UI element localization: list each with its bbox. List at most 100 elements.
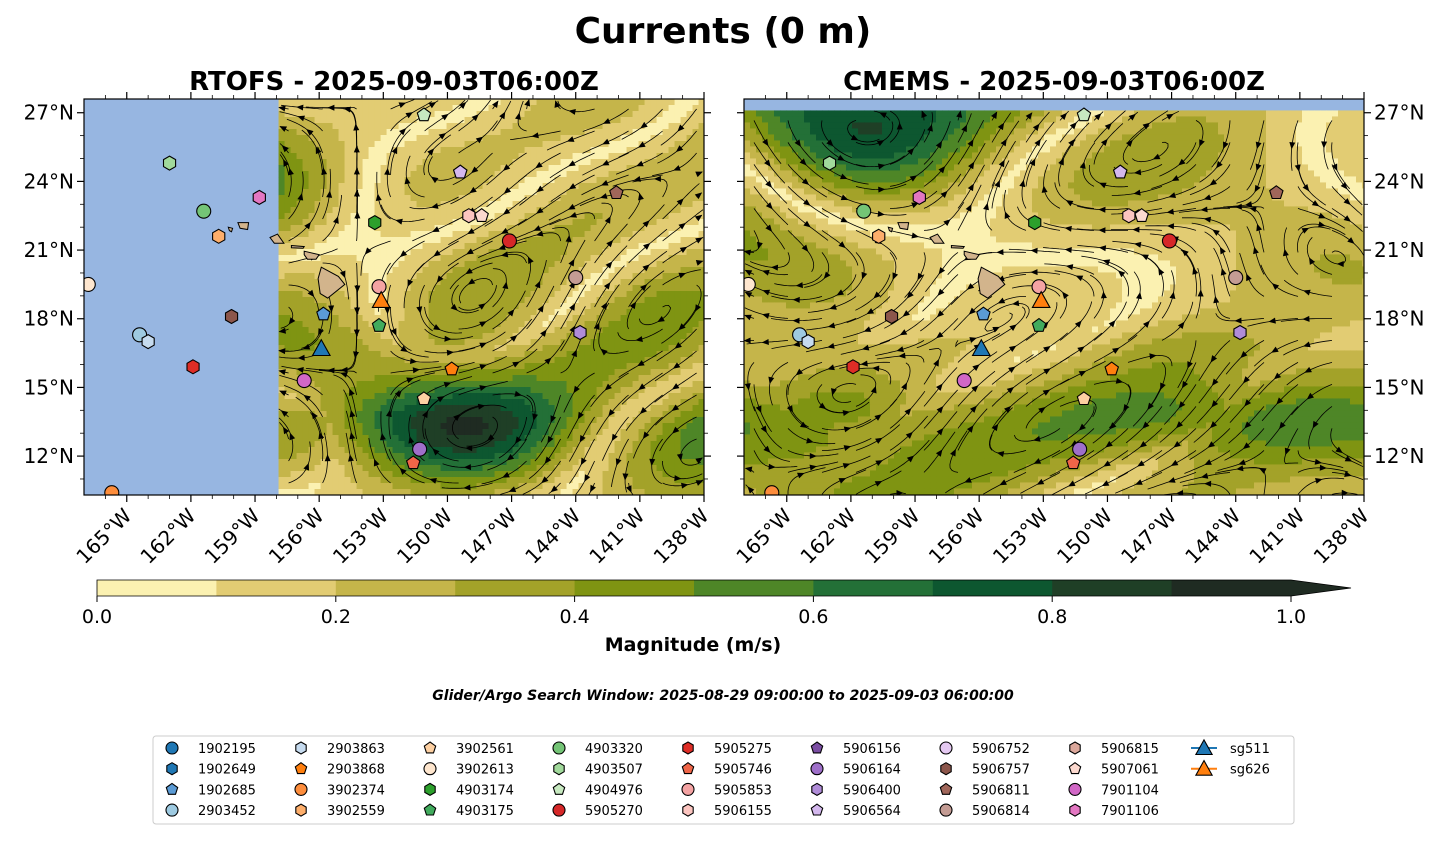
- field-cell: [656, 195, 664, 202]
- field-cell: [668, 297, 676, 304]
- field-cell: [650, 171, 658, 178]
- field-cell: [674, 255, 682, 262]
- field-cell: [290, 363, 298, 370]
- field-cell: [350, 375, 358, 382]
- streamline-arrow: [540, 329, 547, 337]
- field-cell: [692, 351, 700, 358]
- field-cell: [542, 411, 550, 418]
- field-cell: [404, 435, 412, 442]
- field-cell: [458, 345, 466, 352]
- field-cell: [470, 183, 478, 190]
- field-cell: [584, 129, 592, 136]
- field-cell: [602, 213, 610, 220]
- field-cell: [590, 207, 598, 214]
- field-cell: [668, 327, 676, 334]
- field-cell: [350, 369, 358, 376]
- field-cell: [446, 159, 454, 166]
- field-cell: [698, 255, 704, 262]
- field-cell: [500, 225, 508, 232]
- field-cell: [380, 159, 388, 166]
- field-cell: [560, 195, 568, 202]
- field-cell: [680, 369, 688, 376]
- field-cell: [644, 339, 652, 346]
- field-cell: [428, 183, 436, 190]
- field-cell: [314, 177, 322, 184]
- field-cell: [308, 357, 316, 364]
- field-cell: [596, 129, 604, 136]
- field-cell: [464, 423, 472, 430]
- field-cell: [422, 279, 430, 286]
- field-cell: [656, 465, 664, 472]
- field-cell: [476, 429, 484, 436]
- field-cell: [326, 483, 334, 490]
- field-cell: [584, 363, 592, 370]
- field-cell: [434, 159, 442, 166]
- field-cell: [368, 483, 376, 490]
- field-cell: [446, 177, 454, 184]
- streamline-arrow: [407, 279, 414, 287]
- field-cell: [470, 201, 478, 208]
- field-cell: [608, 321, 616, 328]
- field-cell: [446, 147, 454, 154]
- field-cell: [356, 213, 364, 220]
- field-cell: [620, 261, 628, 268]
- field-cell: [674, 99, 682, 106]
- field-cell: [314, 195, 322, 202]
- field-cell: [368, 249, 376, 256]
- field-cell: [470, 321, 478, 328]
- streamline-arrow: [459, 102, 467, 110]
- field-cell: [674, 159, 682, 166]
- field-cell: [398, 351, 406, 358]
- field-cell: [680, 201, 688, 208]
- field-cell: [308, 465, 316, 472]
- field-cell: [668, 291, 676, 298]
- field-cell: [638, 105, 646, 112]
- field-cell: [278, 333, 286, 340]
- field-cell: [338, 111, 346, 118]
- field-cell: [632, 477, 640, 484]
- field-cell: [338, 243, 346, 250]
- field-cell: [338, 357, 346, 364]
- field-cell: [668, 453, 676, 460]
- field-cell: [470, 357, 478, 364]
- streamline-arrow: [399, 250, 408, 258]
- field-cell: [584, 465, 592, 472]
- field-cell: [560, 453, 568, 460]
- field-cell: [512, 297, 520, 304]
- field-cell: [356, 291, 364, 298]
- field-cell: [614, 411, 622, 418]
- field-cell: [476, 111, 484, 118]
- field-cell: [638, 375, 646, 382]
- field-cell: [278, 357, 286, 364]
- field-cell: [698, 363, 704, 370]
- field-cell: [326, 153, 334, 160]
- field-cell: [440, 213, 448, 220]
- field-cell: [410, 399, 418, 406]
- field-cell: [332, 111, 340, 118]
- field-cell: [626, 231, 634, 238]
- field-cell: [368, 201, 376, 208]
- field-cell: [536, 357, 544, 364]
- field-cell: [638, 117, 646, 124]
- field-cell: [362, 441, 370, 448]
- field-cell: [626, 99, 634, 106]
- field-cell: [452, 405, 460, 412]
- field-cell: [386, 159, 394, 166]
- field-cell: [566, 165, 574, 172]
- field-cell: [398, 171, 406, 178]
- field-cell: [308, 231, 316, 238]
- field-cell: [320, 453, 328, 460]
- field-cell: [686, 267, 694, 274]
- field-cell: [440, 99, 448, 106]
- field-cell: [344, 375, 352, 382]
- field-cell: [512, 279, 520, 286]
- field-cell: [452, 453, 460, 460]
- field-cell: [482, 303, 490, 310]
- field-cell: [470, 243, 478, 250]
- field-cell: [554, 219, 562, 226]
- field-cell: [638, 357, 646, 364]
- field-cell: [662, 339, 670, 346]
- field-cell: [476, 273, 484, 280]
- field-cell: [698, 273, 704, 280]
- field-cell: [698, 405, 704, 412]
